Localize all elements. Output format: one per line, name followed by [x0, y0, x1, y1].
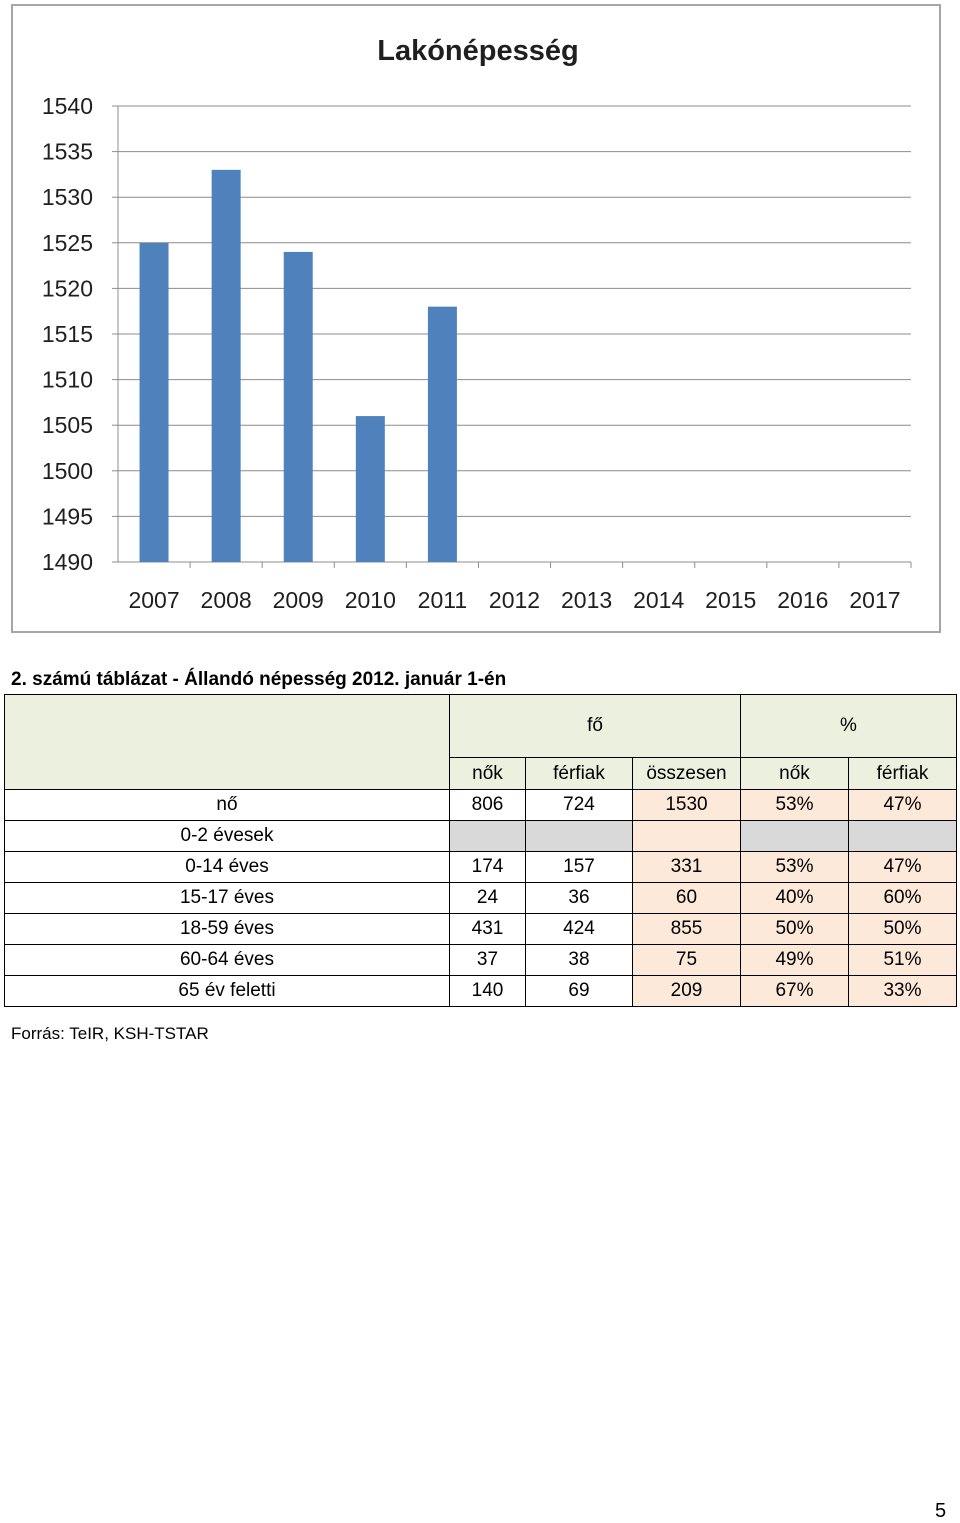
row-label: 18-59 éves: [4, 913, 450, 945]
x-tick-label: 2013: [561, 587, 612, 613]
source-note: Forrás: TeIR, KSH-TSTAR: [11, 1024, 209, 1043]
table-cell: 424: [525, 913, 633, 945]
table-row: 0-2 évesek: [4, 820, 957, 852]
table-cell: 49%: [740, 944, 849, 976]
y-tick-label: 1500: [42, 458, 93, 484]
table-row: 15-17 éves 24 36 60 40% 60%: [4, 882, 957, 914]
table-cell: [525, 820, 633, 852]
row-label: 0-2 évesek: [4, 820, 450, 852]
chart-title: Lakónépesség: [377, 35, 578, 67]
table-cell: 47%: [848, 851, 957, 883]
y-tick-label: 1505: [42, 412, 93, 438]
table-row: 18-59 éves 431 424 855 50% 50%: [4, 913, 957, 945]
table-cell: 51%: [848, 944, 957, 976]
y-tick-label: 1540: [42, 93, 93, 119]
x-tick-label: 2008: [201, 587, 252, 613]
table-corner-cell: [4, 694, 450, 790]
table-cell: 60: [632, 882, 741, 914]
table-row: nő 806 724 1530 53% 47%: [4, 789, 957, 821]
table-cell: 67%: [740, 975, 849, 1007]
table-row: 0-14 éves 174 157 331 53% 47%: [4, 851, 957, 883]
y-tick-label: 1525: [42, 230, 93, 256]
table-cell: 50%: [848, 913, 957, 945]
row-label: nő: [4, 789, 450, 821]
column-header: férfiak: [848, 757, 957, 790]
y-tick-label: 1490: [42, 549, 93, 575]
group-header-pct: %: [740, 694, 957, 758]
table-cell: 60%: [848, 882, 957, 914]
table-cell: 75: [632, 944, 741, 976]
table-cell: 69: [525, 975, 633, 1007]
bar-2010: [355, 416, 385, 562]
table-cell: [740, 820, 849, 852]
population-table: fő % nők férfiak összesen nők férfiak nő 806 7…: [4, 694, 957, 1007]
x-tick-label: 2010: [345, 587, 396, 613]
y-tick-label: 1530: [42, 184, 93, 210]
bar-2007: [139, 242, 169, 563]
row-label: 0-14 éves: [4, 851, 450, 883]
x-tick-label: 2012: [489, 587, 540, 613]
table-cell: 50%: [740, 913, 849, 945]
y-tick-label: 1515: [42, 321, 93, 347]
row-label: 65 év feletti: [4, 975, 450, 1007]
group-header-fo: fő: [449, 694, 741, 758]
x-tick-label: 2007: [128, 587, 179, 613]
table-cell: 53%: [740, 789, 849, 821]
table-caption: 2. számú táblázat - Állandó népesség 201…: [11, 669, 507, 690]
table-cell: 157: [525, 851, 633, 883]
table-cell: 1530: [632, 789, 741, 821]
x-tick-label: 2011: [418, 587, 467, 613]
table-row: 65 év feletti 140 69 209 67% 33%: [4, 975, 957, 1007]
column-header: férfiak: [525, 757, 633, 790]
bar-chart: Lakónépesség 1540 1535 1530 1525 1520 1515 151…: [42, 35, 912, 613]
x-tick-label: 2015: [705, 587, 756, 613]
table-cell: [632, 820, 741, 852]
table-cell: 855: [632, 913, 741, 945]
y-tick-label: 1510: [42, 367, 93, 393]
column-header: nők: [449, 757, 526, 790]
table-cell: 431: [449, 913, 526, 945]
table-cell: 38: [525, 944, 633, 976]
table-cell: [449, 820, 526, 852]
y-tick-label: 1520: [42, 275, 93, 301]
table-cell: 47%: [848, 789, 957, 821]
table-cell: [848, 820, 957, 852]
row-label: 60-64 éves: [4, 944, 450, 976]
chart-container: Lakónépesség 1540 1535 1530 1525 1520 1515 151…: [11, 4, 941, 633]
table-cell: 331: [632, 851, 741, 883]
column-header: nők: [740, 757, 849, 790]
x-tick-label: 2017: [849, 587, 900, 613]
y-tick-label: 1495: [42, 503, 93, 529]
table-cell: 36: [525, 882, 633, 914]
page-number: 5: [935, 1500, 947, 1522]
table-cell: 37: [449, 944, 526, 976]
bar-2009: [283, 251, 313, 563]
table-cell: 40%: [740, 882, 849, 914]
bar-2008: [211, 169, 241, 562]
table-cell: 24: [449, 882, 526, 914]
x-tick-label: 2016: [777, 587, 828, 613]
bar-2011: [427, 306, 457, 562]
x-tick-label: 2014: [633, 587, 684, 613]
table-cell: 724: [525, 789, 633, 821]
row-label: 15-17 éves: [4, 882, 450, 914]
column-header: összesen: [632, 757, 741, 790]
table-cell: 33%: [848, 975, 957, 1007]
table-cell: 209: [632, 975, 741, 1007]
x-tick-label: 2009: [273, 587, 324, 613]
table-row: 60-64 éves 37 38 75 49% 51%: [4, 944, 957, 976]
table-cell: 140: [449, 975, 526, 1007]
y-tick-label: 1535: [42, 139, 93, 165]
table-cell: 806: [449, 789, 526, 821]
table-cell: 53%: [740, 851, 849, 883]
table-cell: 174: [449, 851, 526, 883]
